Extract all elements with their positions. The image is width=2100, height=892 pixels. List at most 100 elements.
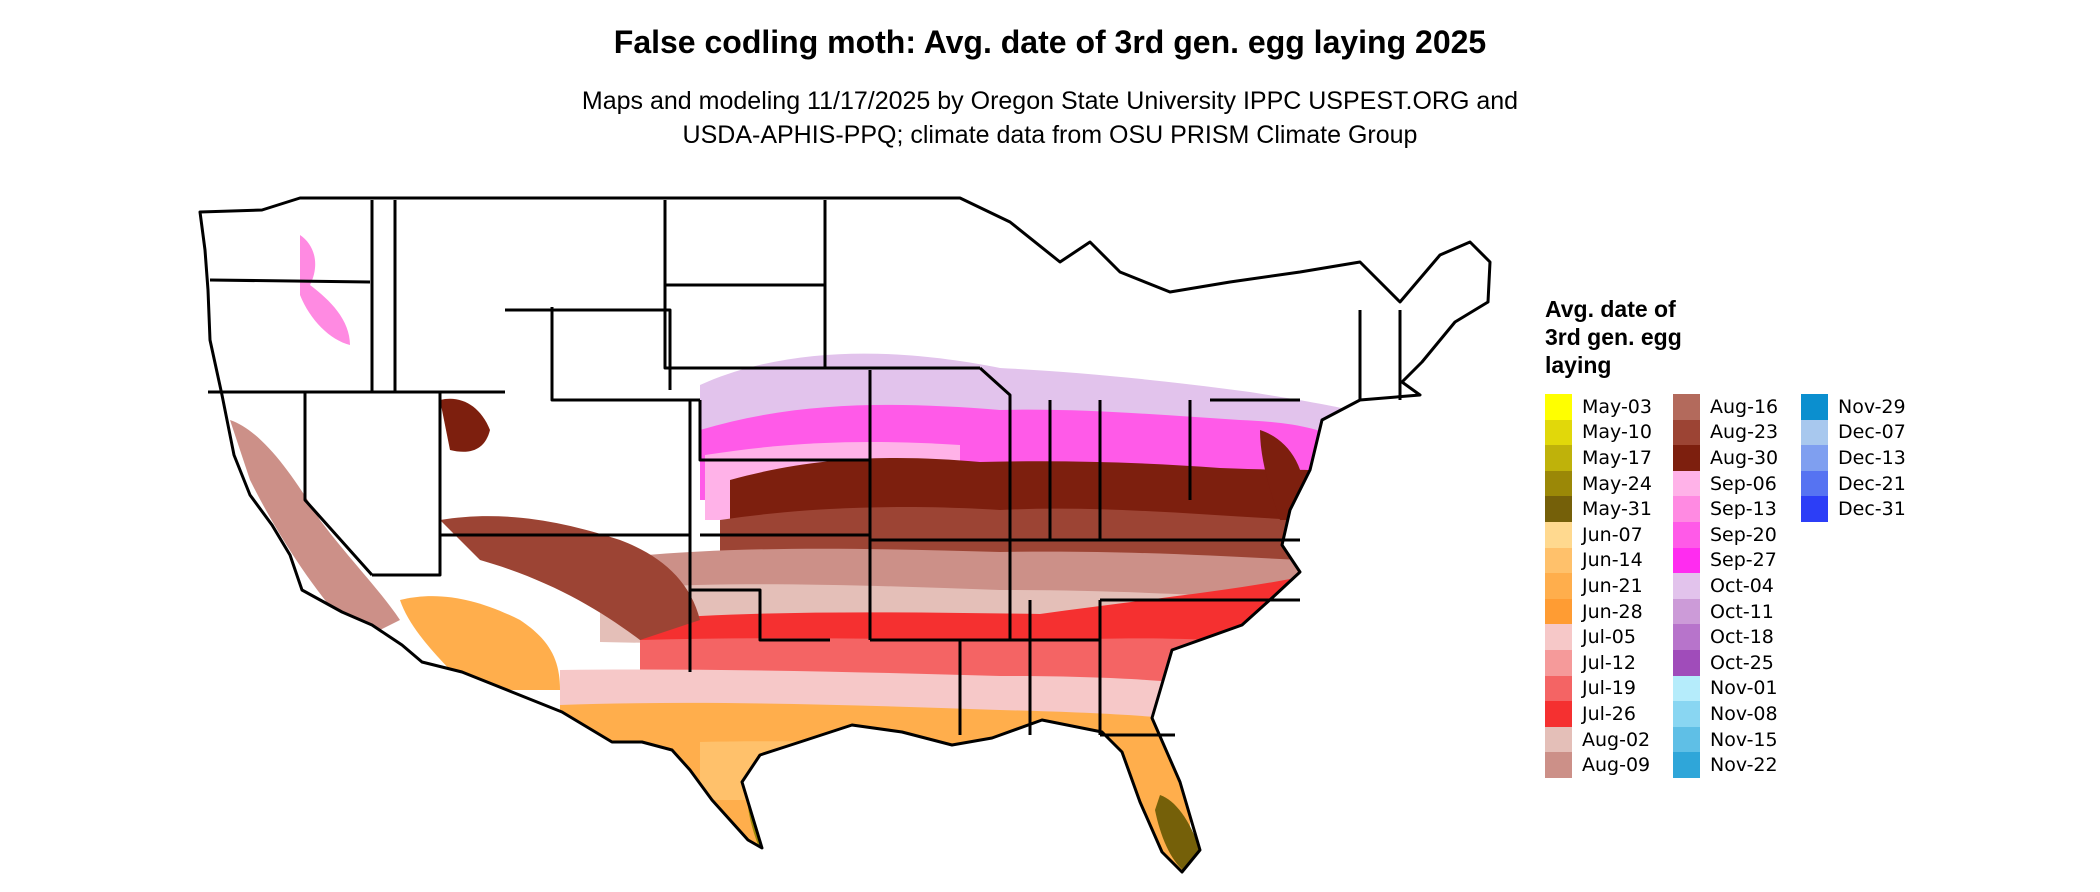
legend-label: May-31 bbox=[1582, 498, 1652, 521]
legend-label: Sep-06 bbox=[1710, 472, 1777, 495]
legend-label: Jul-26 bbox=[1582, 702, 1636, 725]
map-title: False codling moth: Avg. date of 3rd gen… bbox=[613, 24, 1487, 60]
legend-title-line: Avg. date of bbox=[1545, 296, 1676, 322]
legend-swatch bbox=[1673, 573, 1700, 599]
legend-item: Dec-31 bbox=[1801, 496, 1929, 522]
legend-item: Aug-23 bbox=[1673, 419, 1801, 446]
legend-label: Aug-09 bbox=[1582, 754, 1651, 777]
legend-item: Jul-12 bbox=[1545, 649, 1673, 676]
legend-item: Oct-18 bbox=[1673, 624, 1801, 650]
legend-swatch bbox=[1673, 675, 1700, 702]
legend-item: Oct-04 bbox=[1673, 573, 1801, 599]
legend-label: May-24 bbox=[1582, 472, 1652, 495]
legend-label: Aug-23 bbox=[1710, 421, 1779, 444]
band-mid-atlantic-dark bbox=[1260, 430, 1306, 520]
legend-label: Aug-16 bbox=[1710, 395, 1779, 418]
legend-label: Oct-11 bbox=[1710, 600, 1774, 623]
legend-label: Jun-28 bbox=[1582, 600, 1643, 623]
legend-item: May-10 bbox=[1545, 419, 1673, 446]
legend-swatch bbox=[1673, 752, 1700, 778]
legend-swatch bbox=[1673, 547, 1700, 574]
legend-swatch bbox=[1545, 445, 1572, 471]
legend-column: May-03 May-10 May-17 May-24 May-31 Jun-07 Jun-… bbox=[1545, 394, 1673, 778]
legend-item: Jul-05 bbox=[1545, 624, 1673, 650]
band-ca-brown bbox=[230, 420, 400, 640]
legend-item: Nov-08 bbox=[1673, 701, 1801, 727]
band-sw-brown bbox=[440, 516, 700, 640]
legend-label: Jul-12 bbox=[1582, 651, 1636, 674]
legend-column: Nov-29 Dec-07 Dec-13 Dec-21 Dec-31 bbox=[1801, 394, 1929, 778]
legend-label: Nov-08 bbox=[1710, 702, 1778, 725]
legend-item: Aug-09 bbox=[1545, 752, 1673, 778]
legend-swatch bbox=[1545, 470, 1572, 497]
legend-swatch bbox=[1801, 445, 1828, 471]
legend-label: Dec-31 bbox=[1838, 498, 1906, 521]
band-az-orange bbox=[400, 596, 560, 690]
legend-label: Dec-07 bbox=[1838, 421, 1906, 444]
legend-label: Nov-22 bbox=[1710, 754, 1778, 777]
legend-item: Oct-11 bbox=[1673, 598, 1801, 625]
legend-column: Aug-16 Aug-23 Aug-30 Sep-06 Sep-13 Sep-20 Sep-… bbox=[1673, 394, 1801, 778]
legend-title-line: laying bbox=[1545, 352, 1612, 378]
legend-label: Dec-13 bbox=[1838, 446, 1906, 469]
legend-swatch bbox=[1545, 598, 1572, 625]
legend-swatch bbox=[1673, 394, 1700, 420]
subtitle-line-2: USDA-APHIS-PPQ; climate data from OSU PR… bbox=[682, 121, 1418, 149]
legend-label: Nov-15 bbox=[1710, 728, 1778, 751]
legend-item: Nov-29 bbox=[1801, 394, 1929, 420]
legend-item: May-17 bbox=[1545, 445, 1673, 471]
legend-swatch bbox=[1545, 521, 1572, 548]
legend-swatch bbox=[1673, 521, 1700, 548]
legend-swatch bbox=[1673, 445, 1700, 471]
state-borders bbox=[198, 196, 1492, 874]
legend-item: Jun-14 bbox=[1545, 547, 1673, 574]
legend-swatch bbox=[1545, 394, 1572, 420]
legend-label: Nov-01 bbox=[1710, 677, 1778, 700]
legend-label: Nov-29 bbox=[1838, 395, 1906, 418]
legend-swatch bbox=[1673, 649, 1700, 676]
legend-item: Aug-30 bbox=[1673, 445, 1801, 471]
legend-label: Jun-14 bbox=[1582, 549, 1643, 572]
legend-swatch bbox=[1545, 624, 1572, 650]
legend-label: Oct-18 bbox=[1710, 626, 1774, 649]
legend-item: May-03 bbox=[1545, 394, 1673, 420]
legend-item: Sep-20 bbox=[1673, 521, 1801, 548]
legend-swatch bbox=[1801, 419, 1828, 446]
legend-item: Aug-16 bbox=[1673, 394, 1801, 420]
legend-swatch bbox=[1545, 649, 1572, 676]
band-may31-fl bbox=[1155, 795, 1200, 872]
legend-title-line: 3rd gen. egg bbox=[1545, 324, 1682, 350]
legend-label: Sep-13 bbox=[1710, 498, 1777, 521]
legend-label: Sep-27 bbox=[1710, 549, 1777, 572]
legend-swatch bbox=[1801, 394, 1828, 420]
legend-item: Jul-19 bbox=[1545, 675, 1673, 702]
legend-item: Oct-25 bbox=[1673, 649, 1801, 676]
legend-label: Jun-21 bbox=[1582, 574, 1643, 597]
legend-swatch bbox=[1545, 701, 1572, 727]
legend-item: May-24 bbox=[1545, 470, 1673, 497]
legend-item: Jun-21 bbox=[1545, 573, 1673, 599]
legend-swatch bbox=[1545, 496, 1572, 522]
legend-label: Aug-02 bbox=[1582, 728, 1651, 751]
legend-label: May-17 bbox=[1582, 446, 1652, 469]
legend-item: Nov-01 bbox=[1673, 675, 1801, 702]
map-legend: Avg. date of 3rd gen. egg laying May-03 M… bbox=[1545, 295, 1929, 778]
legend-swatch bbox=[1545, 573, 1572, 599]
legend-label: Jul-05 bbox=[1582, 626, 1636, 649]
legend-swatch bbox=[1801, 470, 1828, 497]
legend-item: Sep-06 bbox=[1673, 470, 1801, 497]
subtitle-line-1: Maps and modeling 11/17/2025 by Oregon S… bbox=[581, 87, 1519, 115]
legend-swatch bbox=[1673, 419, 1700, 446]
legend-swatch bbox=[1673, 726, 1700, 753]
legend-swatch bbox=[1673, 701, 1700, 727]
legend-swatch bbox=[1545, 547, 1572, 574]
legend-item: Sep-13 bbox=[1673, 496, 1801, 522]
legend-label: Oct-04 bbox=[1710, 574, 1774, 597]
legend-swatch bbox=[1545, 419, 1572, 446]
legend-swatch bbox=[1545, 726, 1572, 753]
legend-label: May-10 bbox=[1582, 421, 1652, 444]
band-nw-magenta bbox=[300, 235, 350, 345]
legend-item: Dec-07 bbox=[1801, 419, 1929, 446]
legend-item: Jul-26 bbox=[1545, 701, 1673, 727]
legend-item: May-31 bbox=[1545, 496, 1673, 522]
